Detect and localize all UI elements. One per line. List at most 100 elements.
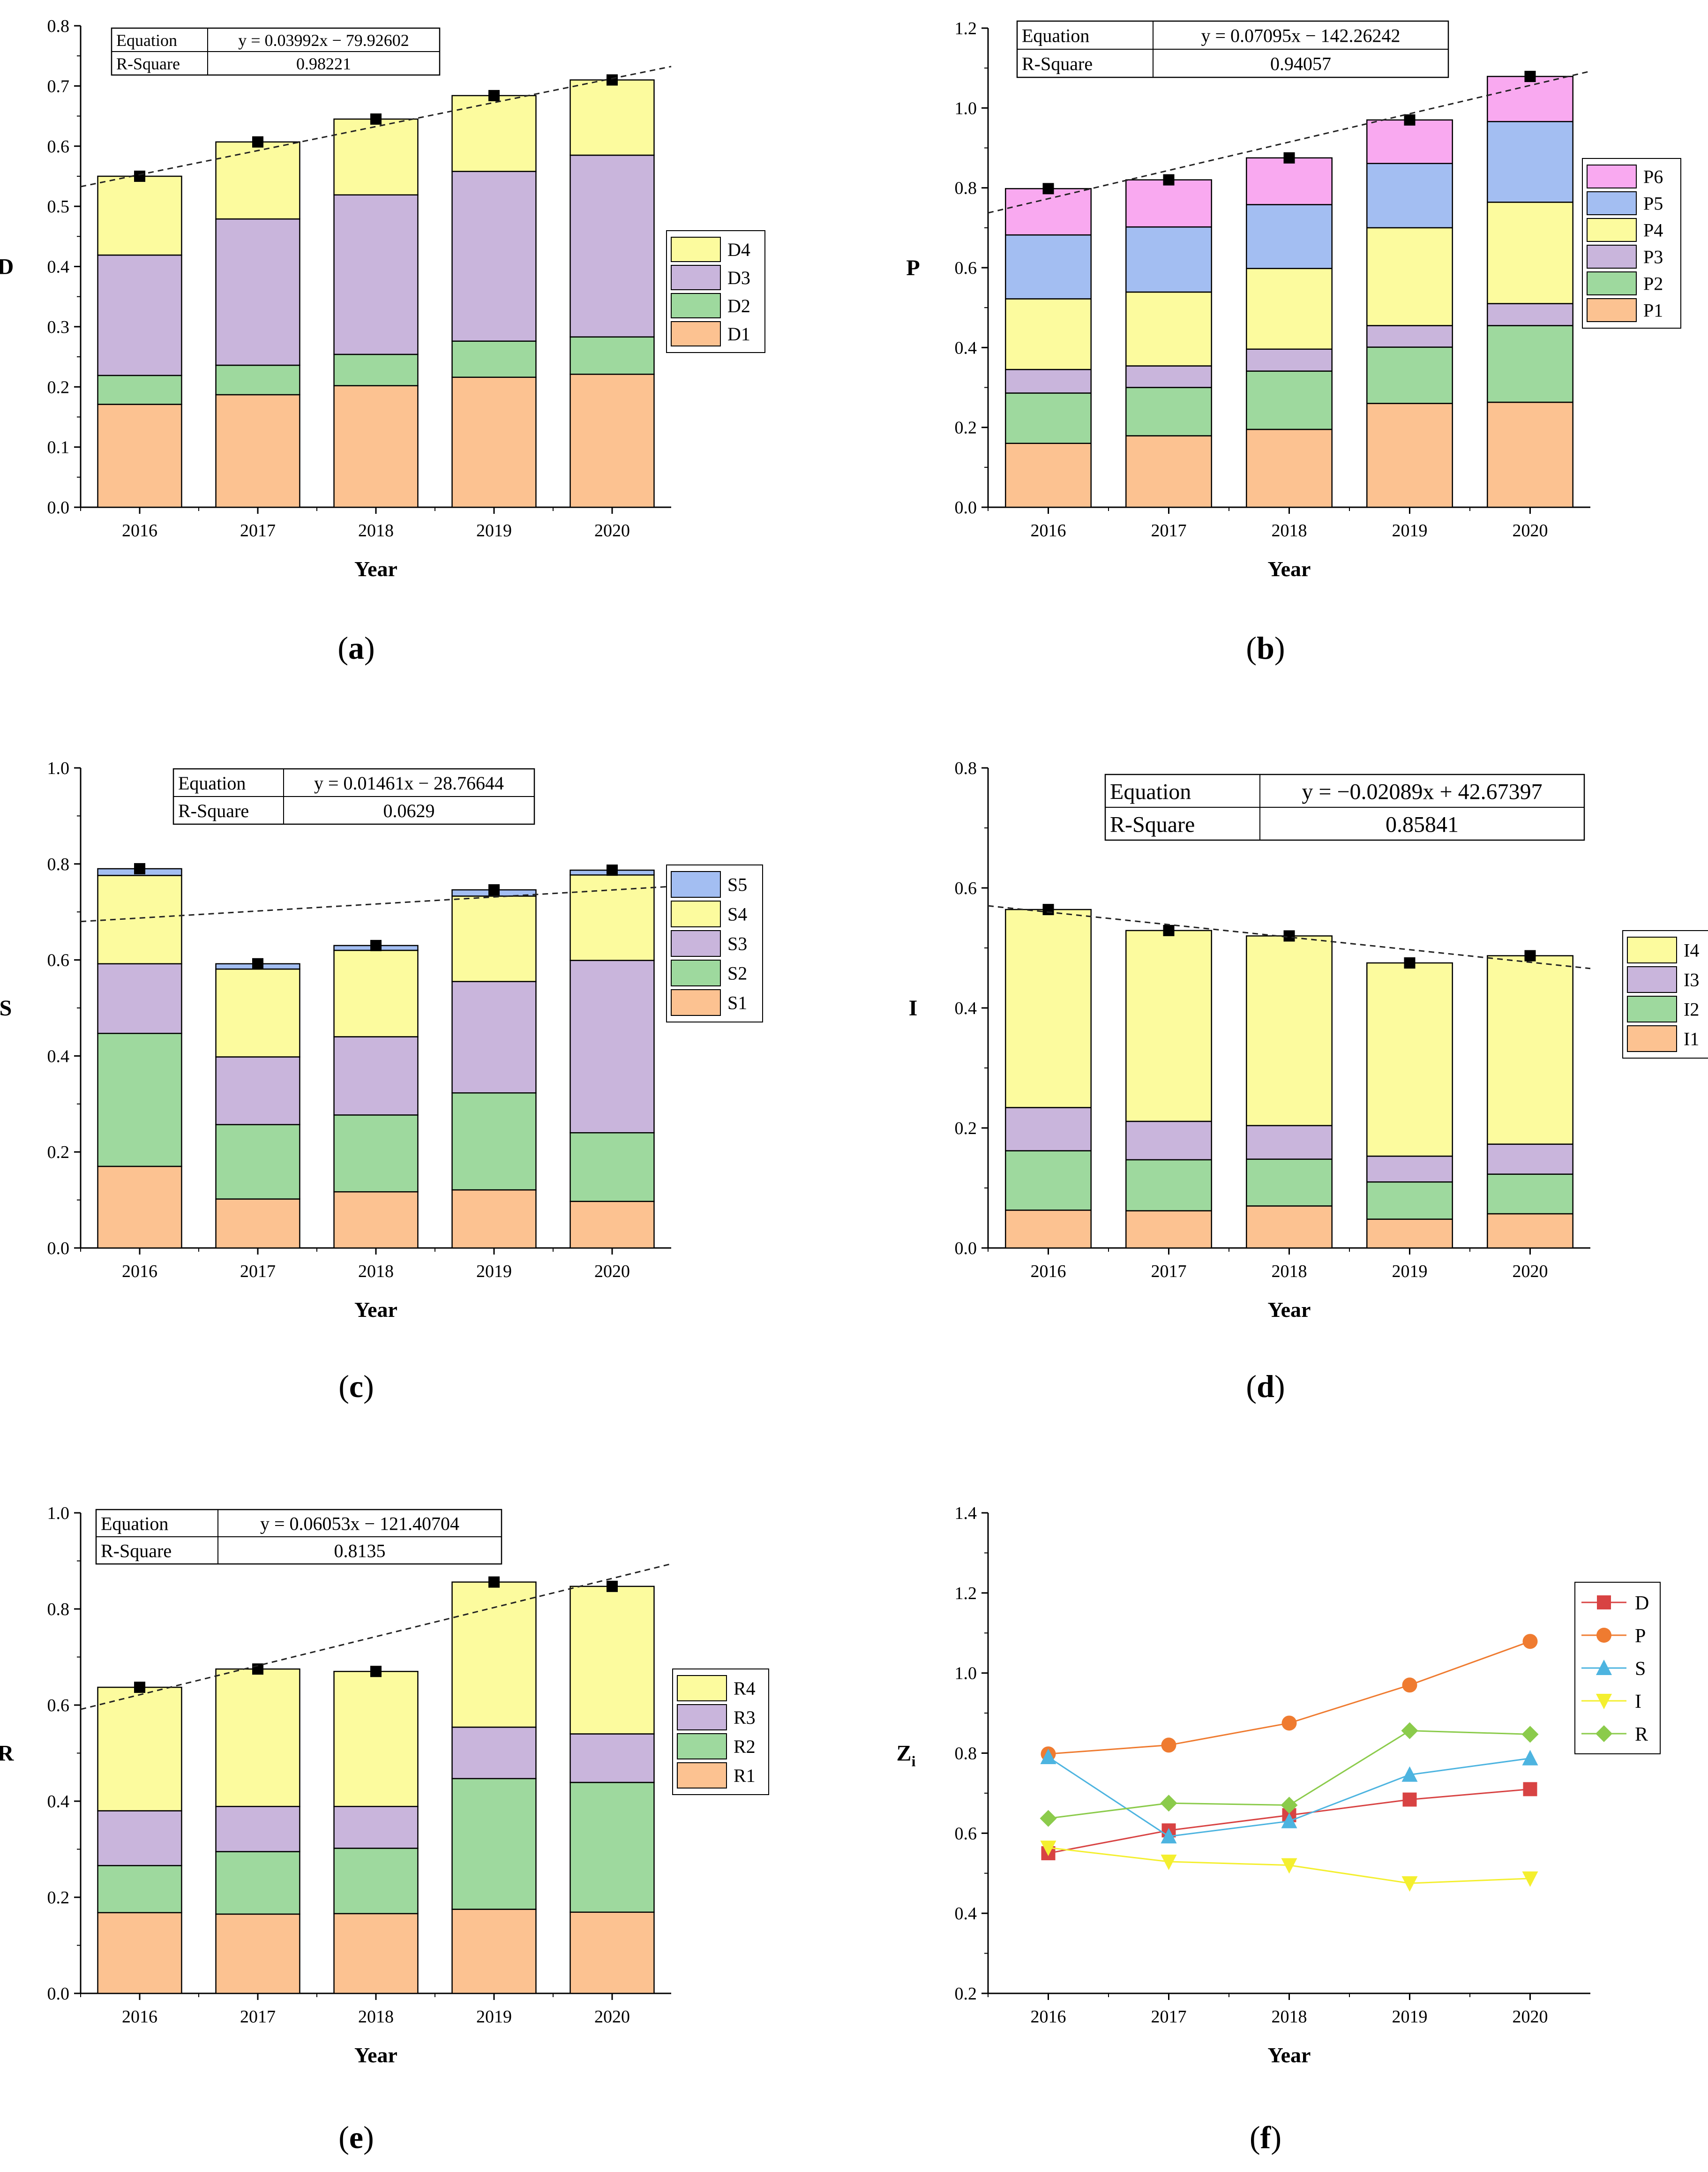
x-tick-label: 2020 — [1513, 521, 1548, 541]
bar-segment-s2 — [215, 1124, 300, 1200]
total-marker — [607, 1580, 618, 1592]
bar-segment-p2 — [1487, 325, 1573, 403]
data-point-r — [1281, 1796, 1298, 1814]
caption-paren: ) — [363, 2119, 374, 2155]
legend-marker — [1596, 1628, 1611, 1643]
bar-segment-s2 — [97, 1033, 182, 1167]
x-tick-label: 2019 — [476, 2007, 512, 2027]
caption-paren: ) — [364, 630, 375, 666]
total-marker — [488, 90, 500, 101]
legend-label: P — [1635, 1625, 1646, 1647]
legend-swatch — [1627, 996, 1677, 1022]
legend-swatch — [1587, 298, 1637, 322]
caption-paren: ( — [338, 2119, 349, 2155]
bar-segment-d1 — [333, 385, 419, 508]
bar-segment-p4 — [1246, 268, 1333, 350]
fit-line — [988, 70, 1591, 214]
bar-segment-r2 — [451, 1778, 537, 1910]
legend-label: S2 — [727, 963, 747, 984]
x-tick-label: 2017 — [240, 1262, 276, 1281]
total-marker — [1163, 924, 1175, 936]
equation-value: y = −0.02089x + 42.67397 — [1302, 779, 1542, 804]
bar-segment-i2 — [1005, 1150, 1092, 1211]
y-tick-label: 0.6 — [955, 879, 977, 898]
bar-segment-p6 — [1125, 179, 1212, 228]
bar-segment-d1 — [569, 374, 655, 508]
legend-swatch — [1587, 191, 1637, 215]
caption-paren: ( — [338, 1368, 349, 1404]
panel-caption: (d) — [1246, 1368, 1285, 1404]
bar-segment-s3 — [215, 1056, 300, 1126]
bar-segment-p6 — [1366, 119, 1453, 164]
bar-segment-p1 — [1487, 401, 1573, 508]
x-axis-title: Year — [354, 2043, 397, 2067]
panel-caption: (e) — [338, 2119, 374, 2155]
panel-caption: (b) — [1246, 630, 1285, 666]
legend-swatch — [671, 321, 721, 346]
y-tick-label: 0.0 — [47, 1239, 70, 1258]
legend-label: D3 — [727, 267, 750, 288]
bar-segment-s1 — [451, 1189, 537, 1249]
r-square-label: R-Square — [116, 54, 180, 73]
y-tick-label: 0.3 — [47, 317, 70, 337]
bar-segment-d2 — [333, 353, 419, 386]
x-tick-label: 2018 — [1272, 2007, 1307, 2027]
x-tick-label: 2018 — [358, 2007, 394, 2027]
legend-label: I4 — [1684, 940, 1699, 961]
legend-swatch — [1627, 1025, 1677, 1052]
bar-segment-i1 — [1246, 1205, 1333, 1249]
bar-segment-p1 — [1125, 435, 1212, 508]
legend-label: D4 — [727, 239, 750, 260]
caption-paren: ( — [1246, 1368, 1257, 1404]
bar-segment-p5 — [1366, 163, 1453, 229]
legend-label: I — [1635, 1691, 1641, 1713]
r-square-label: R-Square — [101, 1540, 172, 1561]
bar-segment-r3 — [333, 1806, 419, 1849]
bar-segment-s3 — [333, 1036, 419, 1116]
legend-swatch — [671, 871, 721, 898]
x-tick-label: 2020 — [594, 1262, 630, 1281]
bar-segment-d4 — [451, 95, 537, 172]
bar-segment-r2 — [569, 1781, 655, 1913]
y-tick-label: 0.4 — [955, 1904, 977, 1924]
bar-segment-r1 — [569, 1911, 655, 1994]
equation-value: y = 0.03992x − 79.92602 — [238, 31, 409, 50]
caption-paren: ) — [363, 1368, 374, 1404]
legend: I4 I3 I2 I1 — [1622, 930, 1708, 1059]
legend-label: D — [1635, 1593, 1649, 1614]
bar-segment-p2 — [1005, 392, 1092, 444]
bar-segment-p1 — [1246, 428, 1333, 508]
x-tick-label: 2020 — [1513, 1262, 1548, 1281]
x-tick-label: 2016 — [122, 1262, 157, 1281]
bar-segment-r4 — [569, 1586, 655, 1735]
bar-segment-i4 — [1487, 955, 1573, 1145]
legend-swatch — [671, 989, 721, 1016]
bar-segment-p5 — [1246, 204, 1333, 269]
x-tick-label: 2020 — [1513, 2007, 1548, 2027]
bar-segment-p4 — [1366, 227, 1453, 326]
bar-segment-d4 — [333, 118, 419, 195]
r-square-value: 0.8135 — [334, 1540, 386, 1561]
bar-segment-i2 — [1366, 1181, 1453, 1220]
legend-swatch — [1627, 937, 1677, 963]
caption-paren: ) — [1274, 1368, 1285, 1404]
bar-segment-r4 — [215, 1668, 300, 1807]
x-tick-label: 2019 — [1392, 1262, 1428, 1281]
total-marker — [252, 136, 263, 148]
y-axis-title: R — [0, 1741, 15, 1766]
bar-segment-r2 — [97, 1865, 182, 1914]
y-tick-label: 0.6 — [955, 258, 977, 278]
bar-segment-i1 — [1005, 1210, 1092, 1249]
caption-letter: a — [348, 630, 364, 666]
legend-label: P5 — [1643, 193, 1663, 214]
y-tick-label: 0.2 — [955, 1984, 977, 2004]
data-point-d — [1523, 1782, 1537, 1796]
legend-label: R4 — [734, 1678, 756, 1699]
bar-segment-s3 — [451, 981, 537, 1094]
legend-swatch — [1587, 245, 1637, 269]
data-point-r — [1521, 1726, 1539, 1743]
x-tick-label: 2018 — [1272, 521, 1307, 541]
bar-segment-s2 — [451, 1092, 537, 1191]
data-point-i — [1401, 1876, 1418, 1892]
